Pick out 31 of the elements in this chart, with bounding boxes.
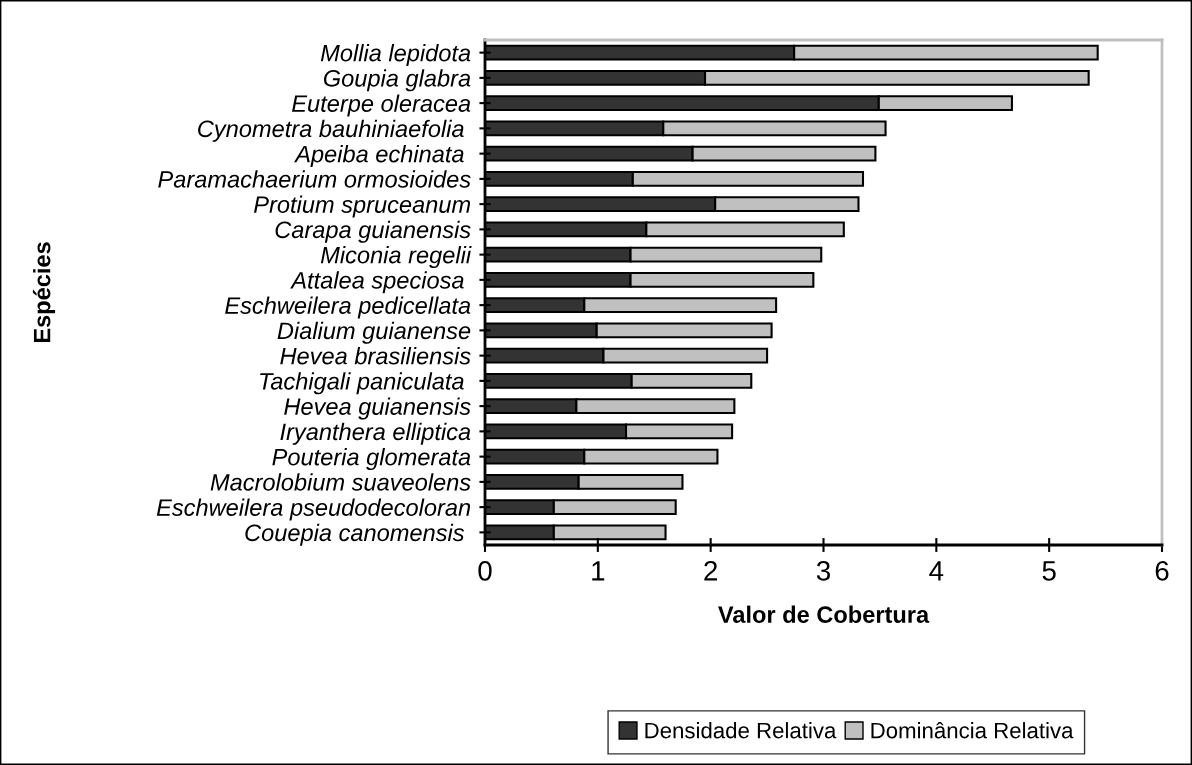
y-tick-label: Tachigali paniculata	[260, 372, 464, 395]
y-tick-label: Goupia glabra	[323, 69, 471, 92]
legend-label: Dominância Relativa	[871, 721, 1074, 739]
x-tick-label: 1	[592, 561, 605, 581]
y-tick-label: Hevea brasiliensis	[280, 347, 471, 365]
x-axis-title: Valor de Cobertura	[718, 605, 930, 623]
y-tick-label: Couepia canomensis	[245, 523, 465, 546]
y-axis-title: Espécies	[32, 242, 56, 343]
y-tick-label: Apeiba echinata	[294, 145, 464, 168]
y-tick-label: Eschweilera pedicellata	[225, 296, 471, 319]
y-tick-label: Protium spruceanum	[254, 195, 471, 218]
x-tick-label: 2	[704, 561, 717, 581]
y-tick-label: Miconia regelii	[320, 246, 472, 269]
x-tick-label: 3	[816, 561, 830, 581]
y-tick-label: Paramachaerium ormosioides	[158, 170, 471, 188]
x-tick-label: 5	[1042, 561, 1056, 581]
x-tick-label: 4	[929, 561, 944, 581]
y-tick-label: Eschweilera pseudodecoloran	[156, 498, 471, 521]
y-tick-label: Mollia lepidota	[320, 44, 471, 67]
x-tick-label: 0	[478, 561, 492, 581]
y-tick-label: Dialium guianense	[277, 321, 471, 344]
y-tick-label: Carapa guianensis	[275, 220, 471, 243]
y-tick-label: Cynometra bauhiniaefolia	[198, 119, 464, 142]
y-tick-label: Macrolobium suaveolens	[210, 473, 471, 491]
y-tick-label: Attalea speciosa	[290, 271, 464, 294]
y-tick-label: Pouteria glomerata	[272, 448, 471, 471]
x-tick-label: 6	[1155, 561, 1169, 581]
legend-label: Densidade Relativa	[645, 722, 837, 739]
y-tick-label: Euterpe oleracea	[292, 94, 471, 117]
y-tick-label: Iryanthera elliptica	[280, 422, 471, 445]
y-tick-label: Hevea guianensis	[284, 397, 471, 420]
